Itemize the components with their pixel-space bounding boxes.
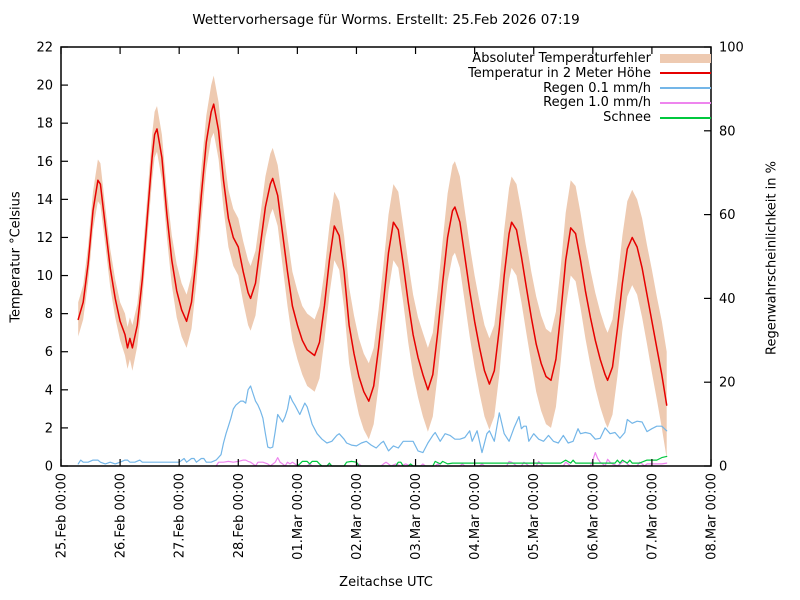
rain-01-line	[77, 385, 668, 465]
y-right-tick-label: 80	[719, 124, 736, 139]
legend-item: Regen 1.0 mm/h	[468, 95, 711, 110]
y-left-tick-label: 22	[36, 41, 53, 56]
legend-line-swatch	[660, 72, 711, 75]
chart-title: Wettervorhersage für Worms. Erstellt: 25…	[192, 12, 580, 28]
x-tick-label: 25.Feb 00:00	[55, 473, 70, 558]
y-left-tick-label: 20	[36, 79, 53, 94]
x-tick-label: 03.Mar 00:00	[409, 473, 424, 560]
legend-label: Regen 0.1 mm/h	[543, 80, 651, 96]
legend-band-swatch	[660, 53, 711, 63]
y-left-tick-label: 18	[36, 117, 53, 132]
legend-line-swatch	[660, 101, 711, 104]
temperature-error-band	[78, 75, 667, 459]
y-right-tick-label: 0	[719, 460, 727, 475]
x-tick-label: 28.Feb 00:00	[232, 473, 247, 558]
y-left-tick-label: 0	[45, 460, 53, 475]
legend: Absoluter Temperaturfehler Temperatur in …	[468, 51, 711, 125]
x-tick-label: 26.Feb 00:00	[114, 473, 129, 558]
y-left-tick-label: 14	[36, 193, 53, 208]
y-axis-left-label: Temperatur °Celsius	[8, 191, 24, 323]
y-left-tick-label: 4	[45, 383, 53, 398]
x-tick-label: 27.Feb 00:00	[173, 473, 188, 558]
y-right-tick-label: 60	[719, 208, 736, 223]
legend-line-swatch	[660, 116, 711, 119]
snow-line	[296, 455, 668, 467]
y-left-tick-label: 16	[36, 155, 53, 170]
y-left-tick-label: 8	[45, 307, 53, 322]
y-left-tick-label: 10	[36, 269, 53, 284]
temperature-line	[77, 103, 668, 406]
legend-label: Regen 1.0 mm/h	[543, 95, 651, 111]
x-tick-label: 06.Mar 00:00	[586, 473, 601, 560]
plot-border	[60, 46, 712, 467]
legend-item: Schnee	[468, 110, 711, 125]
x-tick-label: 01.Mar 00:00	[291, 473, 306, 560]
x-tick-label: 04.Mar 00:00	[468, 473, 483, 560]
y-axis-right-label: Regenwahrscheinlichkeit in %	[764, 161, 780, 355]
x-tick-label: 05.Mar 00:00	[527, 473, 542, 560]
legend-label: Temperatur in 2 Meter Höhe	[468, 65, 651, 81]
x-axis-label: Zeitachse UTC	[339, 575, 433, 590]
x-tick-label: 08.Mar 00:00	[705, 473, 720, 560]
legend-line-swatch	[660, 86, 711, 89]
y-left-tick-label: 6	[45, 345, 53, 360]
legend-label: Schnee	[603, 110, 651, 126]
y-left-tick-label: 2	[45, 421, 53, 436]
y-left-tick-label: 12	[36, 231, 53, 246]
rain-10-line	[215, 452, 668, 467]
x-tick-label: 02.Mar 00:00	[350, 473, 365, 560]
y-right-tick-label: 20	[719, 376, 736, 391]
legend-item: Temperatur in 2 Meter Höhe	[468, 66, 711, 81]
y-right-tick-label: 40	[719, 292, 736, 307]
y-right-tick-label: 100	[719, 41, 744, 56]
legend-item: Regen 0.1 mm/h	[468, 81, 711, 96]
legend-item: Absoluter Temperaturfehler	[468, 51, 711, 66]
legend-label: Absoluter Temperaturfehler	[472, 50, 651, 66]
x-tick-label: 07.Mar 00:00	[645, 473, 660, 560]
